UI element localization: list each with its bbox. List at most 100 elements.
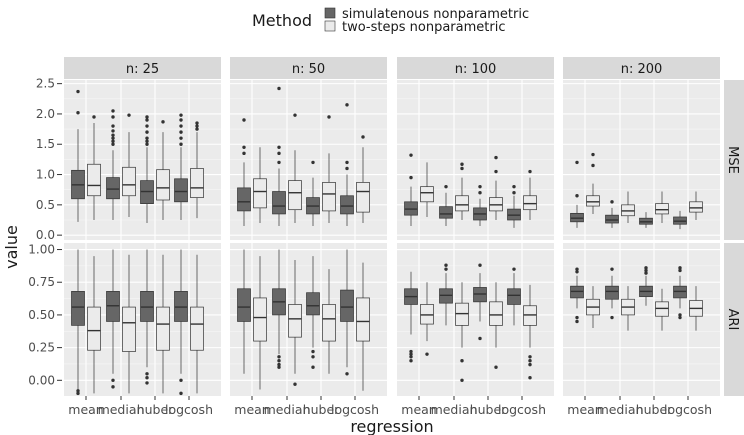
outlier-point [277,151,281,156]
box-mean-simulatenous [404,153,418,227]
outlier-point [528,169,532,174]
box-logcosh-simulatenous [174,249,188,396]
outlier-point [179,136,183,140]
outlier-point [678,315,682,320]
outlier-point [242,118,246,122]
box-iqr [507,288,521,305]
outlier-point [528,358,532,363]
box-logcosh-two-steps [190,121,204,219]
box-iqr [523,195,537,211]
box-median-two-steps [621,191,635,224]
x-tick-label: huber [303,402,340,417]
outlier-point [293,113,297,117]
outlier-point [575,270,579,274]
outlier-point [76,89,80,94]
box-median-two-steps [288,113,302,224]
outlier-point [345,166,349,171]
outlier-point [575,319,579,324]
legend-key-simulatenous [324,7,336,19]
outlier-point [145,124,149,128]
facet-strip-col-3 [563,57,720,79]
legend-label-simulatenous: simulatenous nonparametric [342,7,529,22]
box-iqr [174,178,188,203]
box-huber-two-steps [322,269,336,374]
box-iqr [237,288,251,322]
box-iqr [106,177,120,200]
outlier-point [425,352,429,356]
outlier-point [575,194,579,198]
y-tick-label: 2.0 [36,107,55,121]
box-median-simulatenous [605,200,619,228]
y-tick-label: 1.5 [36,137,55,151]
x-tick-label: median [431,402,478,417]
box-iqr [356,182,370,213]
box-median-two-steps [621,286,635,331]
box-mean-two-steps [420,282,434,356]
box-median-two-steps [455,282,469,383]
outlier-point [478,191,482,195]
x-tick-label: logcosh [331,402,379,417]
box-mean-simulatenous [71,249,85,396]
box-iqr [605,214,619,224]
outlier-point [460,378,464,383]
box-huber-simulatenous [639,212,653,228]
outlier-point [145,115,149,119]
box-logcosh-simulatenous [507,267,521,326]
box-iqr [655,203,669,215]
box-iqr [306,292,320,316]
panel-background [230,80,387,240]
box-huber-two-steps [655,288,669,331]
box-median-two-steps [122,254,136,394]
y-tick-label: 0.25 [28,341,55,355]
box-mean-simulatenous [570,160,584,228]
y-tick-label: 0.00 [28,373,55,387]
x-tick-label: huber [636,402,673,417]
outlier-point [76,111,80,115]
box-huber-two-steps [156,120,170,220]
box-iqr [122,166,136,197]
box-iqr [87,163,101,197]
outlier-point [494,155,498,160]
box-median-simulatenous [106,249,120,389]
outlier-point [277,355,281,359]
outlier-point [644,268,648,273]
box-iqr [87,306,101,351]
box-mean-two-steps [420,162,434,217]
outlier-point [409,358,413,363]
x-tick-label: logcosh [165,402,213,417]
box-median-simulatenous [439,184,453,227]
outlier-point [277,365,281,369]
box-median-two-steps [122,113,136,217]
box-huber-simulatenous [140,115,154,224]
outlier-point [409,349,413,354]
box-mean-simulatenous [237,249,251,374]
box-median-simulatenous [439,263,453,326]
outlier-point [277,362,281,367]
outlier-point [361,135,365,139]
outlier-point [179,142,183,146]
panel-background [563,243,720,396]
x-tick-label: median [264,402,311,417]
outlier-point [409,355,413,359]
outlier-point [195,121,199,125]
box-iqr [689,201,703,213]
box-iqr [439,206,453,219]
outlier-point [277,358,281,363]
x-tick-label: median [597,402,644,417]
facet-label-col-0: n: 25 [126,62,159,77]
box-huber-two-steps [156,254,170,394]
x-tick-label: logcosh [664,402,712,417]
outlier-point [111,385,115,389]
outlier-point [145,118,149,122]
outlier-point [512,191,516,195]
outlier-point [111,124,115,128]
outlier-point [644,271,648,275]
box-median-simulatenous [106,109,120,220]
box-huber-simulatenous [473,184,487,227]
box-median-simulatenous [272,249,286,369]
facet-panels: n: 25 n: 50 n: 100 n: 200 MSE 0.0 0.5 1.0 1.5 2.0… [28,57,744,417]
outlier-point [111,115,115,119]
box-median-two-steps [288,260,302,386]
box-iqr [253,178,267,209]
